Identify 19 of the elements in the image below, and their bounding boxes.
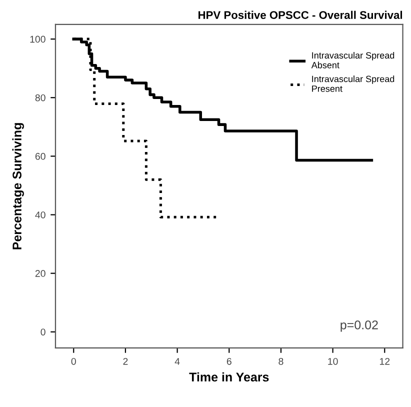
y-tick-label: 0 [40,328,46,336]
legend-label: Intravascular Spread Present [312,76,394,92]
y-tick-label: 60 [35,152,46,160]
x-tick-label: 8 [278,358,284,365]
y-tick-label: 80 [35,94,46,102]
x-tick-label: 2 [123,358,128,365]
x-tick-label: 0 [71,358,76,365]
y-axis-title: Percentage Surviving [12,123,24,250]
annotation: p=0.02 [340,320,378,332]
x-tick-label: 6 [226,358,232,365]
x-axis-title: Time in Years [189,372,269,382]
x-tick-label: 12 [380,358,390,365]
chart-title: HPV Positive OPSCC - Overall Survival [198,10,402,19]
y-tick-label: 20 [35,270,46,277]
y-tick-label: 40 [35,211,46,218]
x-tick-label: 4 [174,358,180,365]
x-tick-label: 10 [328,358,338,365]
legend-label: Intravascular Spread Absent [311,52,394,68]
y-tick-label: 100 [30,36,46,43]
